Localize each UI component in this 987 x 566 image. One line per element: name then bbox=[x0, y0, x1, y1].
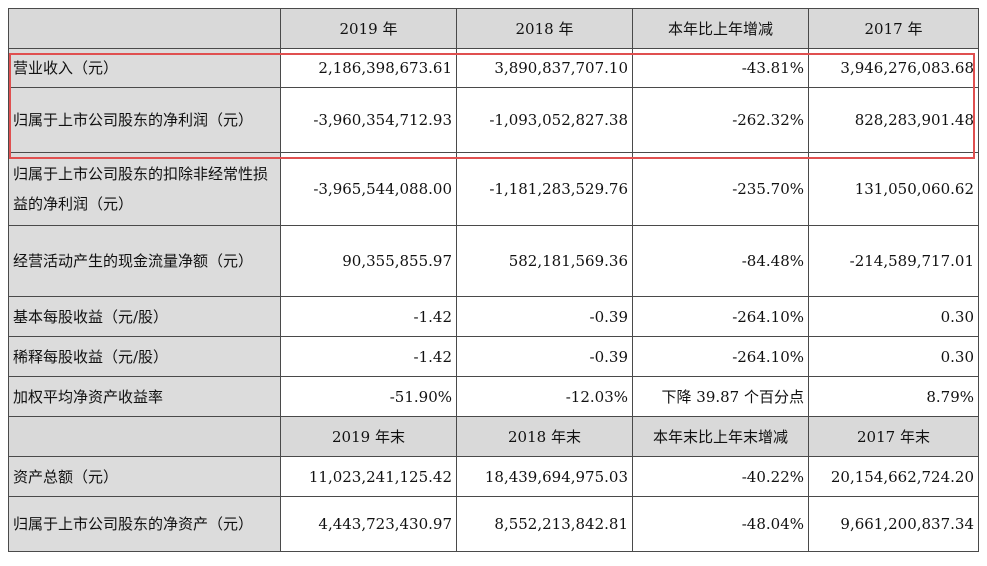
cell-2019: -3,965,544,088.00 bbox=[280, 152, 457, 226]
cell-2017: 20,154,662,724.20 bbox=[808, 456, 979, 497]
table-row: 归属于上市公司股东的扣除非经常性损益的净利润（元） -3,965,544,088… bbox=[8, 152, 979, 226]
cell-change: -264.10% bbox=[632, 336, 809, 377]
cell-2017: 0.30 bbox=[808, 296, 979, 337]
header-col-2017-end: 2017 年末 bbox=[808, 416, 979, 457]
cell-2019: -51.90% bbox=[280, 376, 457, 417]
row-label: 归属于上市公司股东的净利润（元） bbox=[8, 87, 281, 153]
cell-2017: 131,050,060.62 bbox=[808, 152, 979, 226]
cell-2018: 8,552,213,842.81 bbox=[456, 496, 633, 552]
header-col-2018-end: 2018 年末 bbox=[456, 416, 633, 457]
table-row: 归属于上市公司股东的净资产（元） 4,443,723,430.97 8,552,… bbox=[8, 496, 979, 552]
cell-2017: 0.30 bbox=[808, 336, 979, 377]
header-col-2017: 2017 年 bbox=[808, 8, 979, 49]
row-label: 资产总额（元） bbox=[8, 456, 281, 497]
table-row: 资产总额（元） 11,023,241,125.42 18,439,694,975… bbox=[8, 456, 979, 497]
cell-change: -40.22% bbox=[632, 456, 809, 497]
row-label: 归属于上市公司股东的净资产（元） bbox=[8, 496, 281, 552]
header-corner-cell bbox=[8, 416, 281, 457]
cell-2019: -1.42 bbox=[280, 336, 457, 377]
cell-2017: 828,283,901.48 bbox=[808, 87, 979, 153]
table-row: 加权平均净资产收益率 -51.90% -12.03% 下降 39.87 个百分点… bbox=[8, 376, 979, 417]
cell-2018: 18,439,694,975.03 bbox=[456, 456, 633, 497]
cell-2019: 11,023,241,125.42 bbox=[280, 456, 457, 497]
header-row-annual: 2019 年 2018 年 本年比上年增减 2017 年 bbox=[8, 8, 979, 49]
cell-change: -43.81% bbox=[632, 48, 809, 88]
row-label: 稀释每股收益（元/股） bbox=[8, 336, 281, 377]
financial-summary-table: 2019 年 2018 年 本年比上年增减 2017 年 营业收入（元） 2,1… bbox=[8, 8, 979, 552]
cell-2018: -1,093,052,827.38 bbox=[456, 87, 633, 153]
table-row: 基本每股收益（元/股） -1.42 -0.39 -264.10% 0.30 bbox=[8, 296, 979, 337]
row-label: 基本每股收益（元/股） bbox=[8, 296, 281, 337]
cell-2018: -12.03% bbox=[456, 376, 633, 417]
row-label: 加权平均净资产收益率 bbox=[8, 376, 281, 417]
cell-2018: 582,181,569.36 bbox=[456, 225, 633, 297]
table-row: 营业收入（元） 2,186,398,673.61 3,890,837,707.1… bbox=[8, 48, 979, 88]
cell-2018: -1,181,283,529.76 bbox=[456, 152, 633, 226]
header-corner-cell bbox=[8, 8, 281, 49]
header-col-2019-end: 2019 年末 bbox=[280, 416, 457, 457]
header-col-change-end: 本年末比上年末增减 bbox=[632, 416, 809, 457]
cell-2017: -214,589,717.01 bbox=[808, 225, 979, 297]
cell-2019: -1.42 bbox=[280, 296, 457, 337]
cell-change: -262.32% bbox=[632, 87, 809, 153]
cell-2019: 2,186,398,673.61 bbox=[280, 48, 457, 88]
cell-2018: -0.39 bbox=[456, 296, 633, 337]
header-col-2018: 2018 年 bbox=[456, 8, 633, 49]
table-row: 稀释每股收益（元/股） -1.42 -0.39 -264.10% 0.30 bbox=[8, 336, 979, 377]
table-row: 归属于上市公司股东的净利润（元） -3,960,354,712.93 -1,09… bbox=[8, 87, 979, 153]
row-label: 营业收入（元） bbox=[8, 48, 281, 88]
cell-2019: 90,355,855.97 bbox=[280, 225, 457, 297]
header-col-change: 本年比上年增减 bbox=[632, 8, 809, 49]
cell-2019: 4,443,723,430.97 bbox=[280, 496, 457, 552]
cell-change: -235.70% bbox=[632, 152, 809, 226]
cell-2017: 9,661,200,837.34 bbox=[808, 496, 979, 552]
cell-change: -264.10% bbox=[632, 296, 809, 337]
header-col-2019: 2019 年 bbox=[280, 8, 457, 49]
cell-2018: -0.39 bbox=[456, 336, 633, 377]
cell-change: -84.48% bbox=[632, 225, 809, 297]
cell-2019: -3,960,354,712.93 bbox=[280, 87, 457, 153]
row-label: 归属于上市公司股东的扣除非经常性损益的净利润（元） bbox=[8, 152, 281, 226]
cell-2017: 3,946,276,083.68 bbox=[808, 48, 979, 88]
cell-2017: 8.79% bbox=[808, 376, 979, 417]
row-label: 经营活动产生的现金流量净额（元） bbox=[8, 225, 281, 297]
cell-change: 下降 39.87 个百分点 bbox=[632, 376, 809, 417]
cell-2018: 3,890,837,707.10 bbox=[456, 48, 633, 88]
header-row-yearend: 2019 年末 2018 年末 本年末比上年末增减 2017 年末 bbox=[8, 416, 979, 457]
table-row: 经营活动产生的现金流量净额（元） 90,355,855.97 582,181,5… bbox=[8, 225, 979, 297]
cell-change: -48.04% bbox=[632, 496, 809, 552]
